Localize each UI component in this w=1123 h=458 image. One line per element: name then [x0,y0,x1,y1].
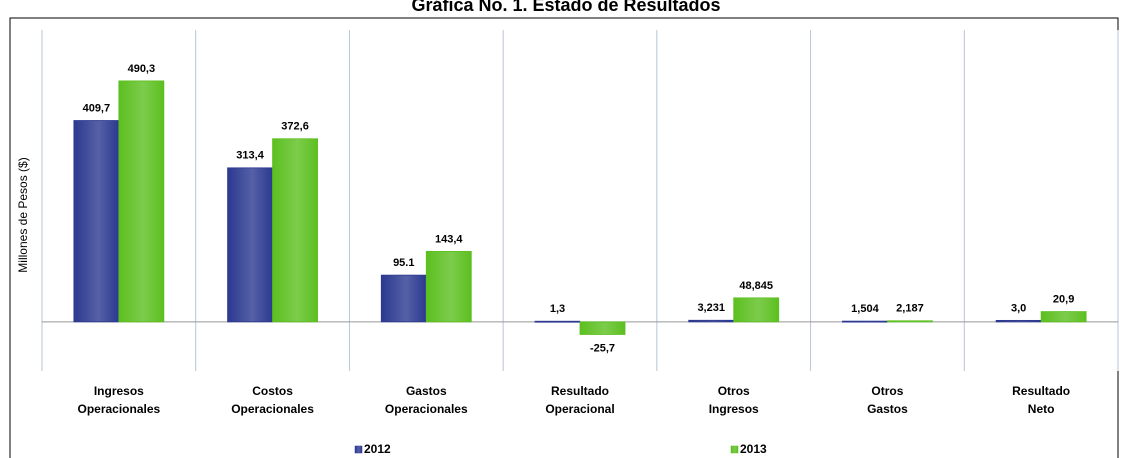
x-tick-label: Operacionales [231,402,314,416]
data-label: 2,187 [896,303,924,315]
bar [842,320,888,323]
data-label: 95.1 [393,257,414,269]
x-tick-label: Otros [871,384,903,398]
x-tick-label: Gastos [406,384,447,398]
data-label: 490,3 [128,63,156,75]
legend-swatch [730,445,739,454]
bar [118,80,165,323]
x-tick-label: Resultado [551,384,609,398]
y-axis-label: Millones de Pesos ($) [16,157,30,272]
chart-title: Gráfica No. 1. Estado de Resultados [411,0,720,15]
x-tick-label: Operacional [545,402,614,416]
bar [688,319,735,323]
data-label: 409,7 [83,102,111,114]
data-label: 48,845 [739,280,773,292]
data-label: -25,7 [590,342,615,354]
legend-swatch [354,445,363,454]
x-tick-label: Ingresos [709,402,759,416]
legend-label: 2013 [740,442,767,456]
data-label: 313,4 [236,150,264,162]
data-label: 3,231 [697,302,725,314]
data-label: 3,0 [1011,302,1026,314]
bar [272,138,318,323]
x-tick-label: Gastos [867,402,908,416]
bar [887,320,933,323]
legend-label: 2012 [364,442,391,456]
bar [579,321,626,335]
bar [425,250,472,323]
x-tick-label: Resultado [1012,384,1070,398]
data-label: 1,3 [550,303,565,315]
x-tick-label: Operacionales [385,402,468,416]
bar [733,297,780,323]
bar [380,274,427,323]
bar [534,320,581,323]
data-label: 1,504 [851,303,879,315]
bar [1040,311,1087,323]
bar [995,319,1042,323]
data-label: 20,9 [1053,293,1074,305]
bar [227,167,273,323]
x-tick-label: Costos [252,384,293,398]
x-tick-label: Otros [718,384,750,398]
data-label: 372,6 [281,121,309,133]
x-tick-label: Operacionales [77,402,160,416]
x-tick-label: Ingresos [94,384,144,398]
x-tick-label: Neto [1028,402,1055,416]
data-label: 143,4 [435,233,463,245]
bar [73,120,120,323]
